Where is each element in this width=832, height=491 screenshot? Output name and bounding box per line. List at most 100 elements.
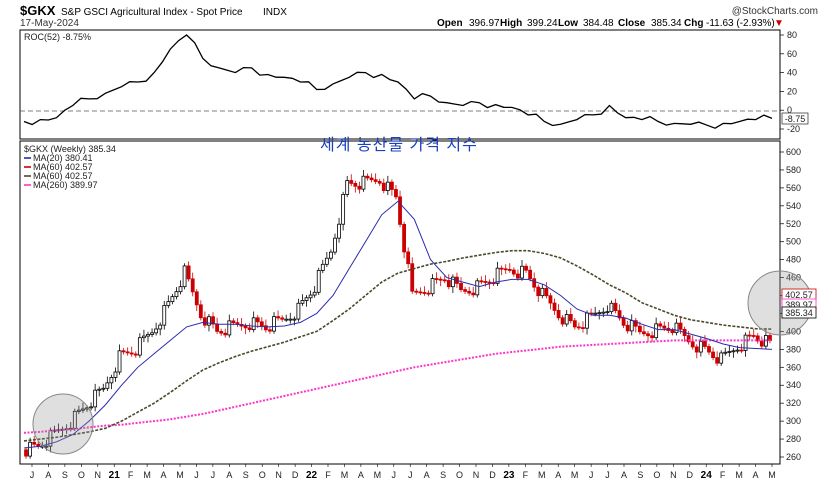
x-tick-label: M	[176, 470, 184, 480]
candle-body	[402, 223, 406, 253]
candle-body	[211, 316, 215, 325]
candle-body	[662, 325, 667, 329]
candle-body	[605, 311, 610, 314]
candle-body	[231, 320, 236, 324]
price-tick-label: 600	[786, 147, 801, 157]
candle-body	[483, 281, 488, 283]
candle-body	[398, 196, 402, 225]
ma60-line	[23, 249, 773, 442]
candle-body	[751, 335, 756, 337]
candle-body	[280, 317, 285, 320]
candle-body	[329, 251, 333, 259]
candle-body	[28, 441, 32, 457]
candle-body	[442, 279, 447, 282]
candle-body	[32, 441, 37, 445]
candle-body	[637, 325, 642, 333]
exchange-code: INDX	[263, 7, 287, 18]
price-badge-label: 402.57	[785, 290, 813, 300]
x-tick-label: A	[358, 470, 364, 480]
candle-body	[654, 323, 659, 339]
candle-body	[385, 181, 390, 191]
x-tick-label: A	[753, 470, 759, 480]
candle-body	[105, 382, 110, 389]
candle-body	[479, 280, 484, 283]
candle-body	[304, 297, 309, 301]
candle-body	[337, 223, 341, 239]
candle-body	[536, 286, 541, 297]
candle-body	[182, 265, 187, 288]
candle-body	[312, 291, 317, 296]
x-tick-label: S	[62, 470, 68, 480]
symbol-title: $GKX	[20, 3, 56, 18]
candle-body	[707, 346, 711, 353]
price-badge-label: 389.97	[785, 300, 813, 310]
price-panel-frame	[19, 140, 781, 465]
candle-body	[670, 330, 675, 334]
price-tick-label: 540	[786, 201, 801, 211]
price-tick-label: 300	[786, 416, 801, 426]
candle-body	[129, 352, 134, 355]
candle-body	[613, 302, 618, 311]
candle-body	[125, 351, 130, 354]
candle-body	[333, 237, 337, 253]
roc-tick-label: 20	[787, 86, 797, 96]
candle-body	[633, 320, 638, 327]
x-tick-label: F	[720, 470, 726, 480]
candle-body	[540, 287, 545, 297]
candle-body	[268, 329, 272, 332]
highlight-circle-start	[32, 393, 94, 455]
candle-body	[72, 410, 77, 429]
candle-body	[426, 292, 431, 295]
chart-date: 17-May-2024	[20, 18, 79, 29]
candle-body	[263, 325, 268, 331]
candle-body	[747, 334, 752, 337]
candle-body	[121, 350, 126, 353]
candle-body	[97, 388, 102, 391]
candle-body	[703, 340, 707, 347]
candle-body	[467, 290, 472, 294]
candle-body	[430, 278, 435, 295]
price-candles	[24, 169, 772, 459]
source-label: @StockCharts.com	[732, 6, 818, 17]
candle-body	[459, 282, 463, 291]
x-tick-label: M	[735, 470, 743, 480]
candle-body	[650, 335, 654, 339]
price-badge	[781, 306, 817, 319]
candle-body	[674, 322, 679, 334]
candle-body	[642, 331, 646, 335]
candle-body	[418, 291, 423, 294]
candle-body	[556, 310, 561, 319]
candle-body	[422, 292, 427, 294]
x-tick-label: O	[78, 470, 85, 480]
candle-body	[377, 181, 382, 184]
candle-body	[572, 320, 577, 328]
x-tick-label: J	[589, 470, 594, 480]
candle-body	[324, 257, 329, 265]
candle-body	[207, 316, 211, 326]
legend-entry: MA(20) 380.41	[33, 153, 93, 163]
candle-body	[585, 312, 589, 329]
x-tick-label: 22	[306, 470, 318, 481]
candle-body	[166, 301, 171, 306]
candle-body	[215, 323, 219, 332]
candle-body	[390, 181, 394, 190]
candle-body	[394, 189, 398, 198]
candle-body	[101, 387, 106, 390]
roc-line	[23, 34, 773, 129]
roc-last-badge	[781, 112, 809, 125]
candle-body	[276, 316, 280, 319]
candle-body	[487, 281, 492, 284]
candle-body	[292, 318, 297, 321]
candle-body	[190, 278, 195, 293]
candle-body	[601, 311, 606, 314]
candle-body	[755, 335, 760, 342]
ohlc-readout: Open 396.97 High 399.24 Low 384.48 Close…	[437, 18, 784, 29]
candle-body	[255, 317, 260, 323]
x-tick-label: S	[637, 470, 643, 480]
candle-body	[450, 276, 455, 288]
candle-body	[203, 317, 207, 326]
candle-body	[475, 280, 480, 296]
price-tick-label: 500	[786, 237, 801, 247]
x-tick-label: M	[374, 470, 382, 480]
candle-body	[113, 371, 118, 378]
